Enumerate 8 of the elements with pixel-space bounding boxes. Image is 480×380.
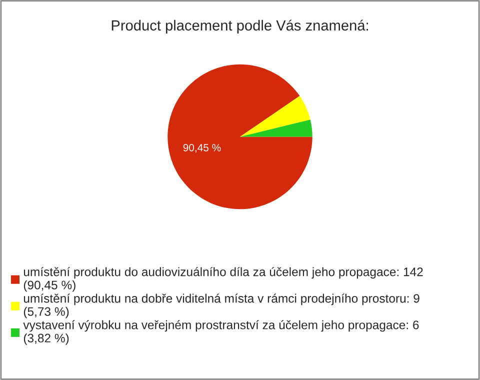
legend-label: umístění produktu do audiovizuálního díla za účelem jeho propagace: 142 (90,45 %) xyxy=(24,267,423,292)
pie-slice xyxy=(240,96,310,137)
chart-title: Product placement podle Vás znamená: xyxy=(112,20,368,34)
pie-slice xyxy=(240,120,312,137)
pie-slice xyxy=(168,64,312,210)
legend-label: umístění produktu na dobře viditelná místa v rámci prodejního prostoru: 9 (5,73 %) xyxy=(24,294,420,318)
legend-label: vystavení výrobku na veřejném prostranství za účelem jeho propagace: 6 (3,82 %) xyxy=(23,320,419,345)
data-label: 90,45 % xyxy=(183,144,221,153)
